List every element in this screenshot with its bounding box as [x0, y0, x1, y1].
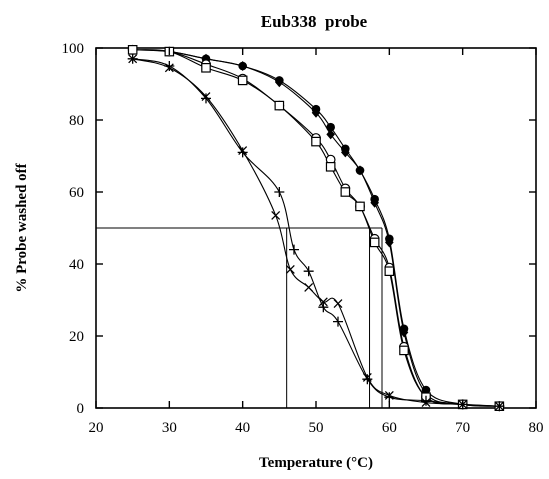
data-point-open-square — [384, 266, 395, 276]
x-tick-label: 20 — [89, 420, 104, 436]
data-markers — [127, 44, 505, 412]
data-point-filled-diamond — [399, 327, 409, 338]
data-point-cross — [238, 146, 248, 156]
data-point-filled-diamond — [370, 197, 379, 208]
data-point-open-square — [399, 345, 409, 356]
data-point-plus — [421, 395, 431, 406]
data-point-open-square — [369, 237, 380, 248]
data-point-plus — [237, 147, 248, 158]
data-point-open-square — [355, 201, 365, 212]
data-point-open-square — [127, 44, 138, 55]
data-point-open-square — [274, 100, 285, 111]
data-point-filled-diamond — [275, 77, 284, 88]
chart-title: Eub338 probe — [261, 12, 368, 31]
data-point-cross — [128, 54, 138, 64]
data-point-cross — [362, 372, 372, 382]
data-point-plus — [289, 244, 299, 255]
y-tick-label: 80 — [69, 113, 84, 129]
y-tick-label: 0 — [77, 401, 85, 417]
reference-lines — [96, 227, 383, 408]
y-axis-ticks: 0 20 40 60 80 100 — [62, 41, 536, 417]
x-axis-label: Temperature (°C) — [259, 455, 373, 471]
data-point-cross — [201, 92, 211, 102]
x-axis-ticks: 20 30 40 50 60 70 80 — [89, 48, 544, 436]
data-point-cross — [421, 398, 431, 408]
y-tick-label: 20 — [69, 329, 84, 345]
data-point-plus — [274, 187, 285, 197]
data-point-open-square — [237, 75, 248, 86]
data-point-plus — [201, 93, 211, 104]
data-point-filled-diamond — [326, 129, 335, 140]
y-tick-label: 40 — [69, 257, 84, 273]
data-point-plus — [333, 316, 343, 327]
x-tick-label: 30 — [162, 420, 177, 436]
data-point-cross — [384, 390, 394, 400]
x-tick-label: 80 — [529, 420, 544, 436]
data-point-filled-diamond — [311, 107, 321, 118]
data-point-filled-diamond — [238, 61, 247, 71]
series-line-cross — [132, 58, 500, 407]
y-tick-label: 60 — [69, 185, 84, 201]
x-tick-label: 70 — [455, 420, 470, 436]
x-tick-label: 60 — [382, 420, 397, 436]
x-tick-label: 40 — [235, 420, 250, 436]
data-point-filled-circle — [326, 122, 335, 132]
data-point-plus — [362, 374, 373, 385]
data-point-cross — [318, 297, 328, 307]
y-axis-label: % Probe washed off — [14, 162, 30, 292]
data-point-open-square — [325, 162, 336, 172]
data-point-cross — [494, 401, 504, 411]
data-point-cross — [333, 299, 343, 309]
data-point-open-square — [201, 62, 211, 73]
data-point-filled-diamond — [341, 147, 350, 158]
y-tick-label: 100 — [62, 41, 85, 57]
data-point-plus — [318, 302, 329, 313]
data-point-open-square — [311, 136, 321, 147]
data-point-cross — [271, 210, 281, 220]
x-tick-label: 50 — [309, 420, 324, 436]
data-point-open-square — [340, 187, 351, 197]
data-point-plus — [164, 61, 175, 71]
data-point-cross — [164, 63, 174, 73]
data-point-cross — [285, 264, 295, 274]
data-point-cross — [304, 282, 314, 292]
data-point-filled-diamond — [385, 237, 394, 248]
data-point-filled-diamond — [355, 165, 365, 176]
data-point-plus — [384, 392, 395, 403]
data-point-plus — [303, 266, 314, 277]
